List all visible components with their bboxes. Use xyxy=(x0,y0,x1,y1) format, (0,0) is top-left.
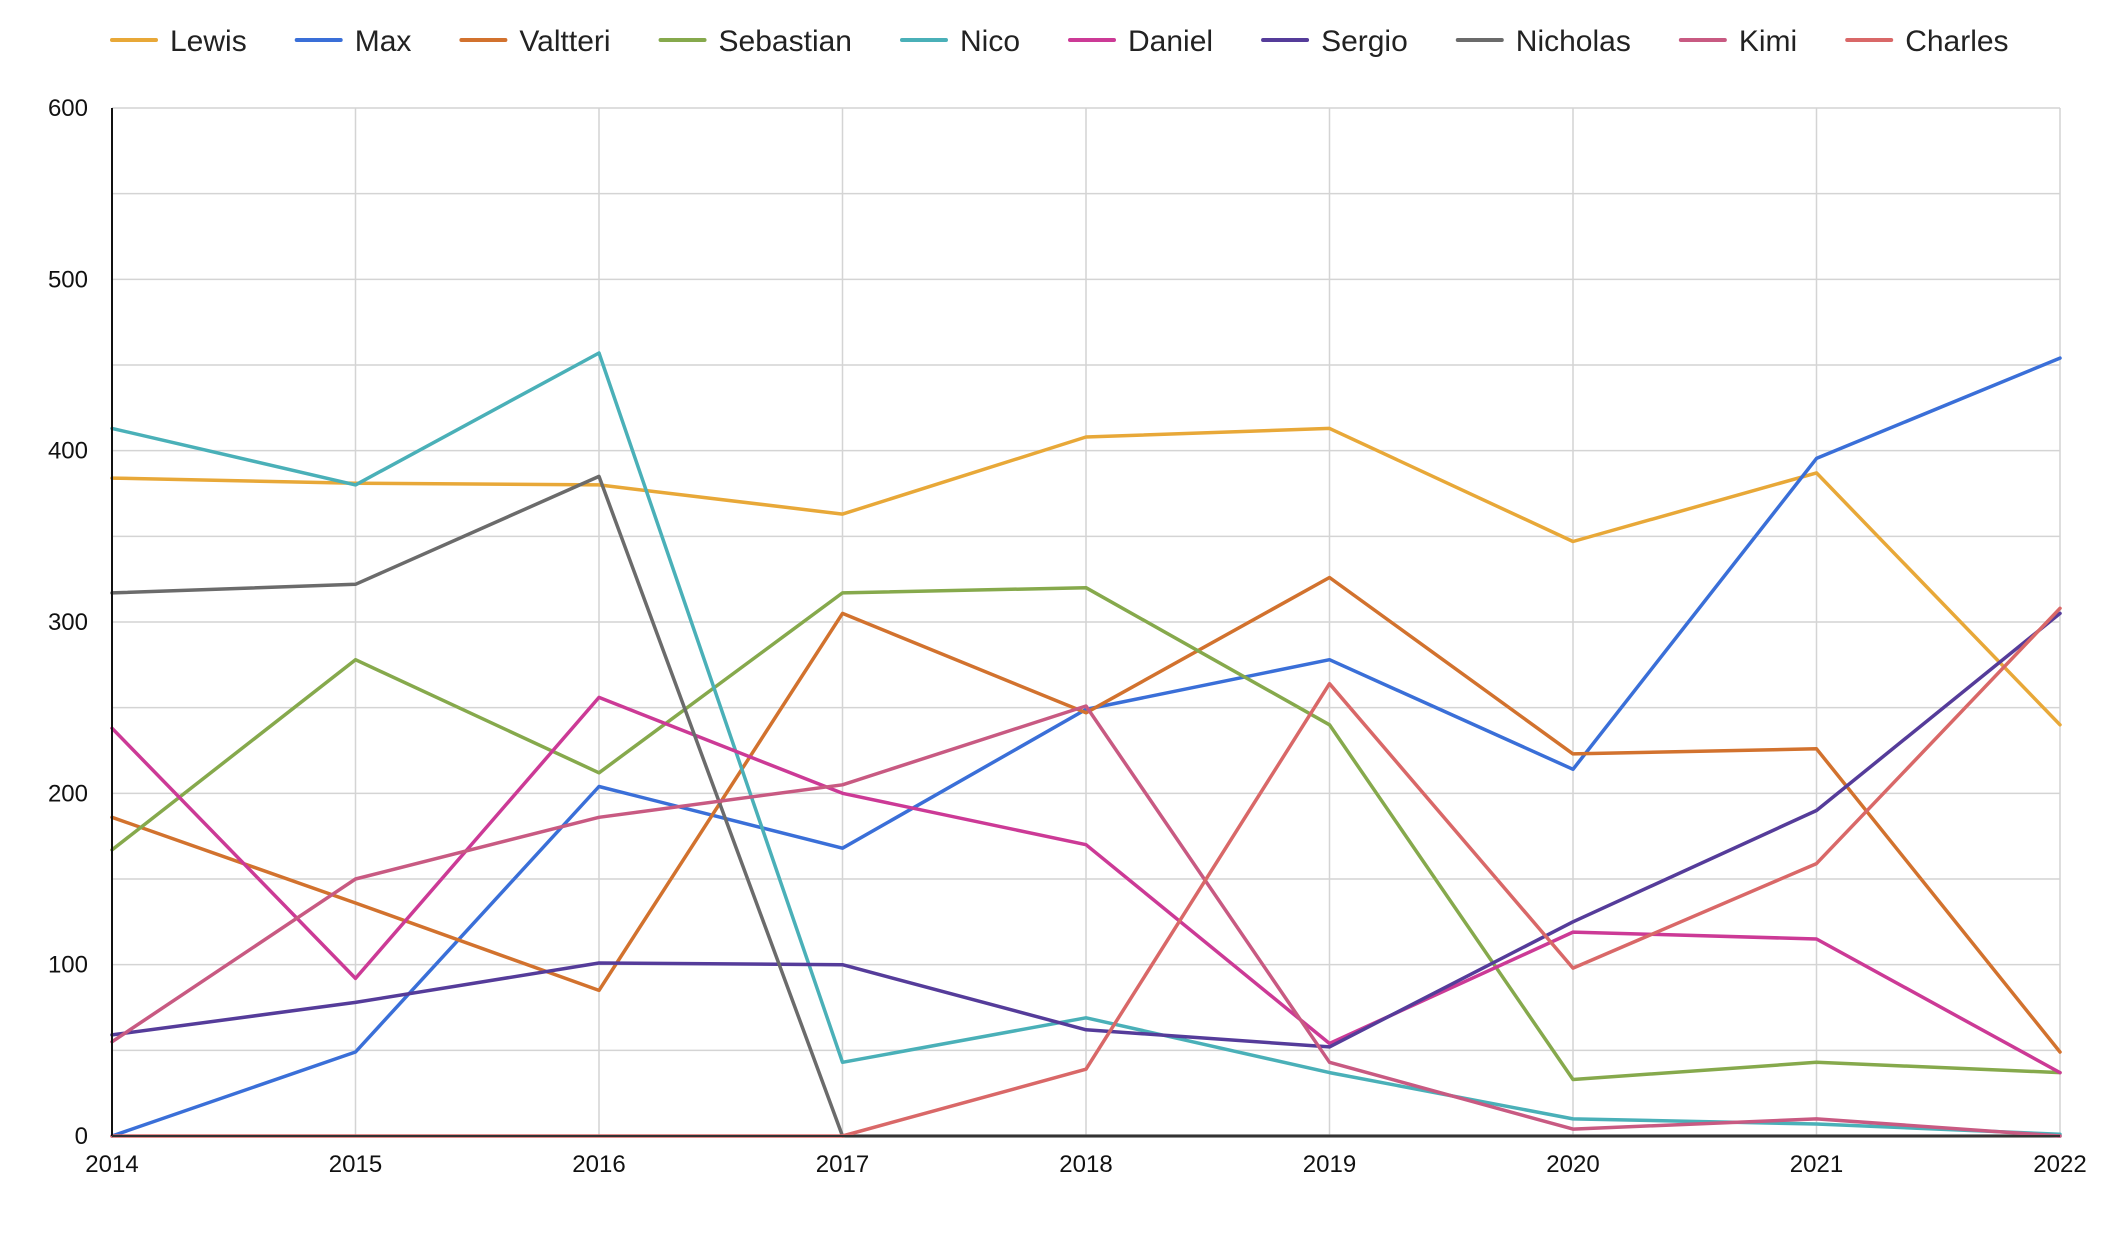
legend-label: Nicholas xyxy=(1516,25,1631,58)
legend-item-charles: Charles xyxy=(1845,25,2009,58)
axes xyxy=(111,108,2060,1137)
legend: Lewis Max Valtteri Sebastian Nico Daniel Sergi… xyxy=(110,25,2009,58)
legend-label: Kimi xyxy=(1739,25,1797,58)
x-tick-label: 2022 xyxy=(2033,1151,2086,1178)
y-tick-label: 100 xyxy=(48,952,88,979)
grid-lines xyxy=(112,107,2061,1136)
y-tick-label: 300 xyxy=(48,609,88,636)
y-tick-label: 0 xyxy=(75,1123,88,1150)
legend-label: Sebastian xyxy=(719,25,852,58)
legend-item-sebastian: Sebastian xyxy=(658,25,852,58)
legend-item-nico: Nico xyxy=(899,25,1020,58)
series-line-valtteri xyxy=(110,575,2062,1054)
x-tick-label: 2018 xyxy=(1059,1151,1112,1178)
series-line-kimi xyxy=(110,704,2062,1138)
legend-item-max: Max xyxy=(294,25,412,58)
legend-label: Daniel xyxy=(1128,25,1213,58)
legend-item-kimi: Kimi xyxy=(1678,25,1797,58)
legend-item-lewis: Lewis xyxy=(110,25,247,58)
series-line-lewis xyxy=(110,426,2062,727)
x-tick-label: 2015 xyxy=(329,1151,382,1178)
x-tick-label: 2020 xyxy=(1546,1151,1599,1178)
legend-item-sergio: Sergio xyxy=(1261,25,1408,58)
series-line-sebastian xyxy=(110,585,2062,1082)
x-tick-label: 2016 xyxy=(572,1151,625,1178)
x-tick-label: 2014 xyxy=(85,1151,138,1178)
legend-item-valtteri: Valtteri xyxy=(459,25,611,58)
series-line-max xyxy=(110,356,2062,1138)
legend-item-nicholas: Nicholas xyxy=(1455,25,1631,58)
y-axis-ticks: 0 100 200 300 400 500 600 xyxy=(48,95,88,1150)
x-tick-label: 2017 xyxy=(816,1151,869,1178)
series-line-daniel xyxy=(110,695,2062,1075)
legend-item-daniel: Daniel xyxy=(1068,25,1213,58)
x-tick-label: 2021 xyxy=(1790,1151,1843,1178)
y-tick-label: 400 xyxy=(48,438,88,465)
series-line-sergio xyxy=(110,611,2062,1049)
legend-label: Charles xyxy=(1905,25,2008,58)
legend-label: Lewis xyxy=(170,25,247,58)
y-tick-label: 600 xyxy=(48,95,88,122)
legend-label: Nico xyxy=(960,25,1020,58)
y-tick-label: 500 xyxy=(48,266,88,293)
x-tick-label: 2019 xyxy=(1303,1151,1356,1178)
x-axis-ticks: 2014 2015 2016 2017 2018 2019 2020 2021 2022 xyxy=(85,1151,2086,1178)
legend-label: Sergio xyxy=(1321,25,1408,58)
legend-label: Max xyxy=(355,25,412,58)
y-tick-label: 200 xyxy=(48,780,88,807)
legend-label: Valtteri xyxy=(519,25,610,58)
